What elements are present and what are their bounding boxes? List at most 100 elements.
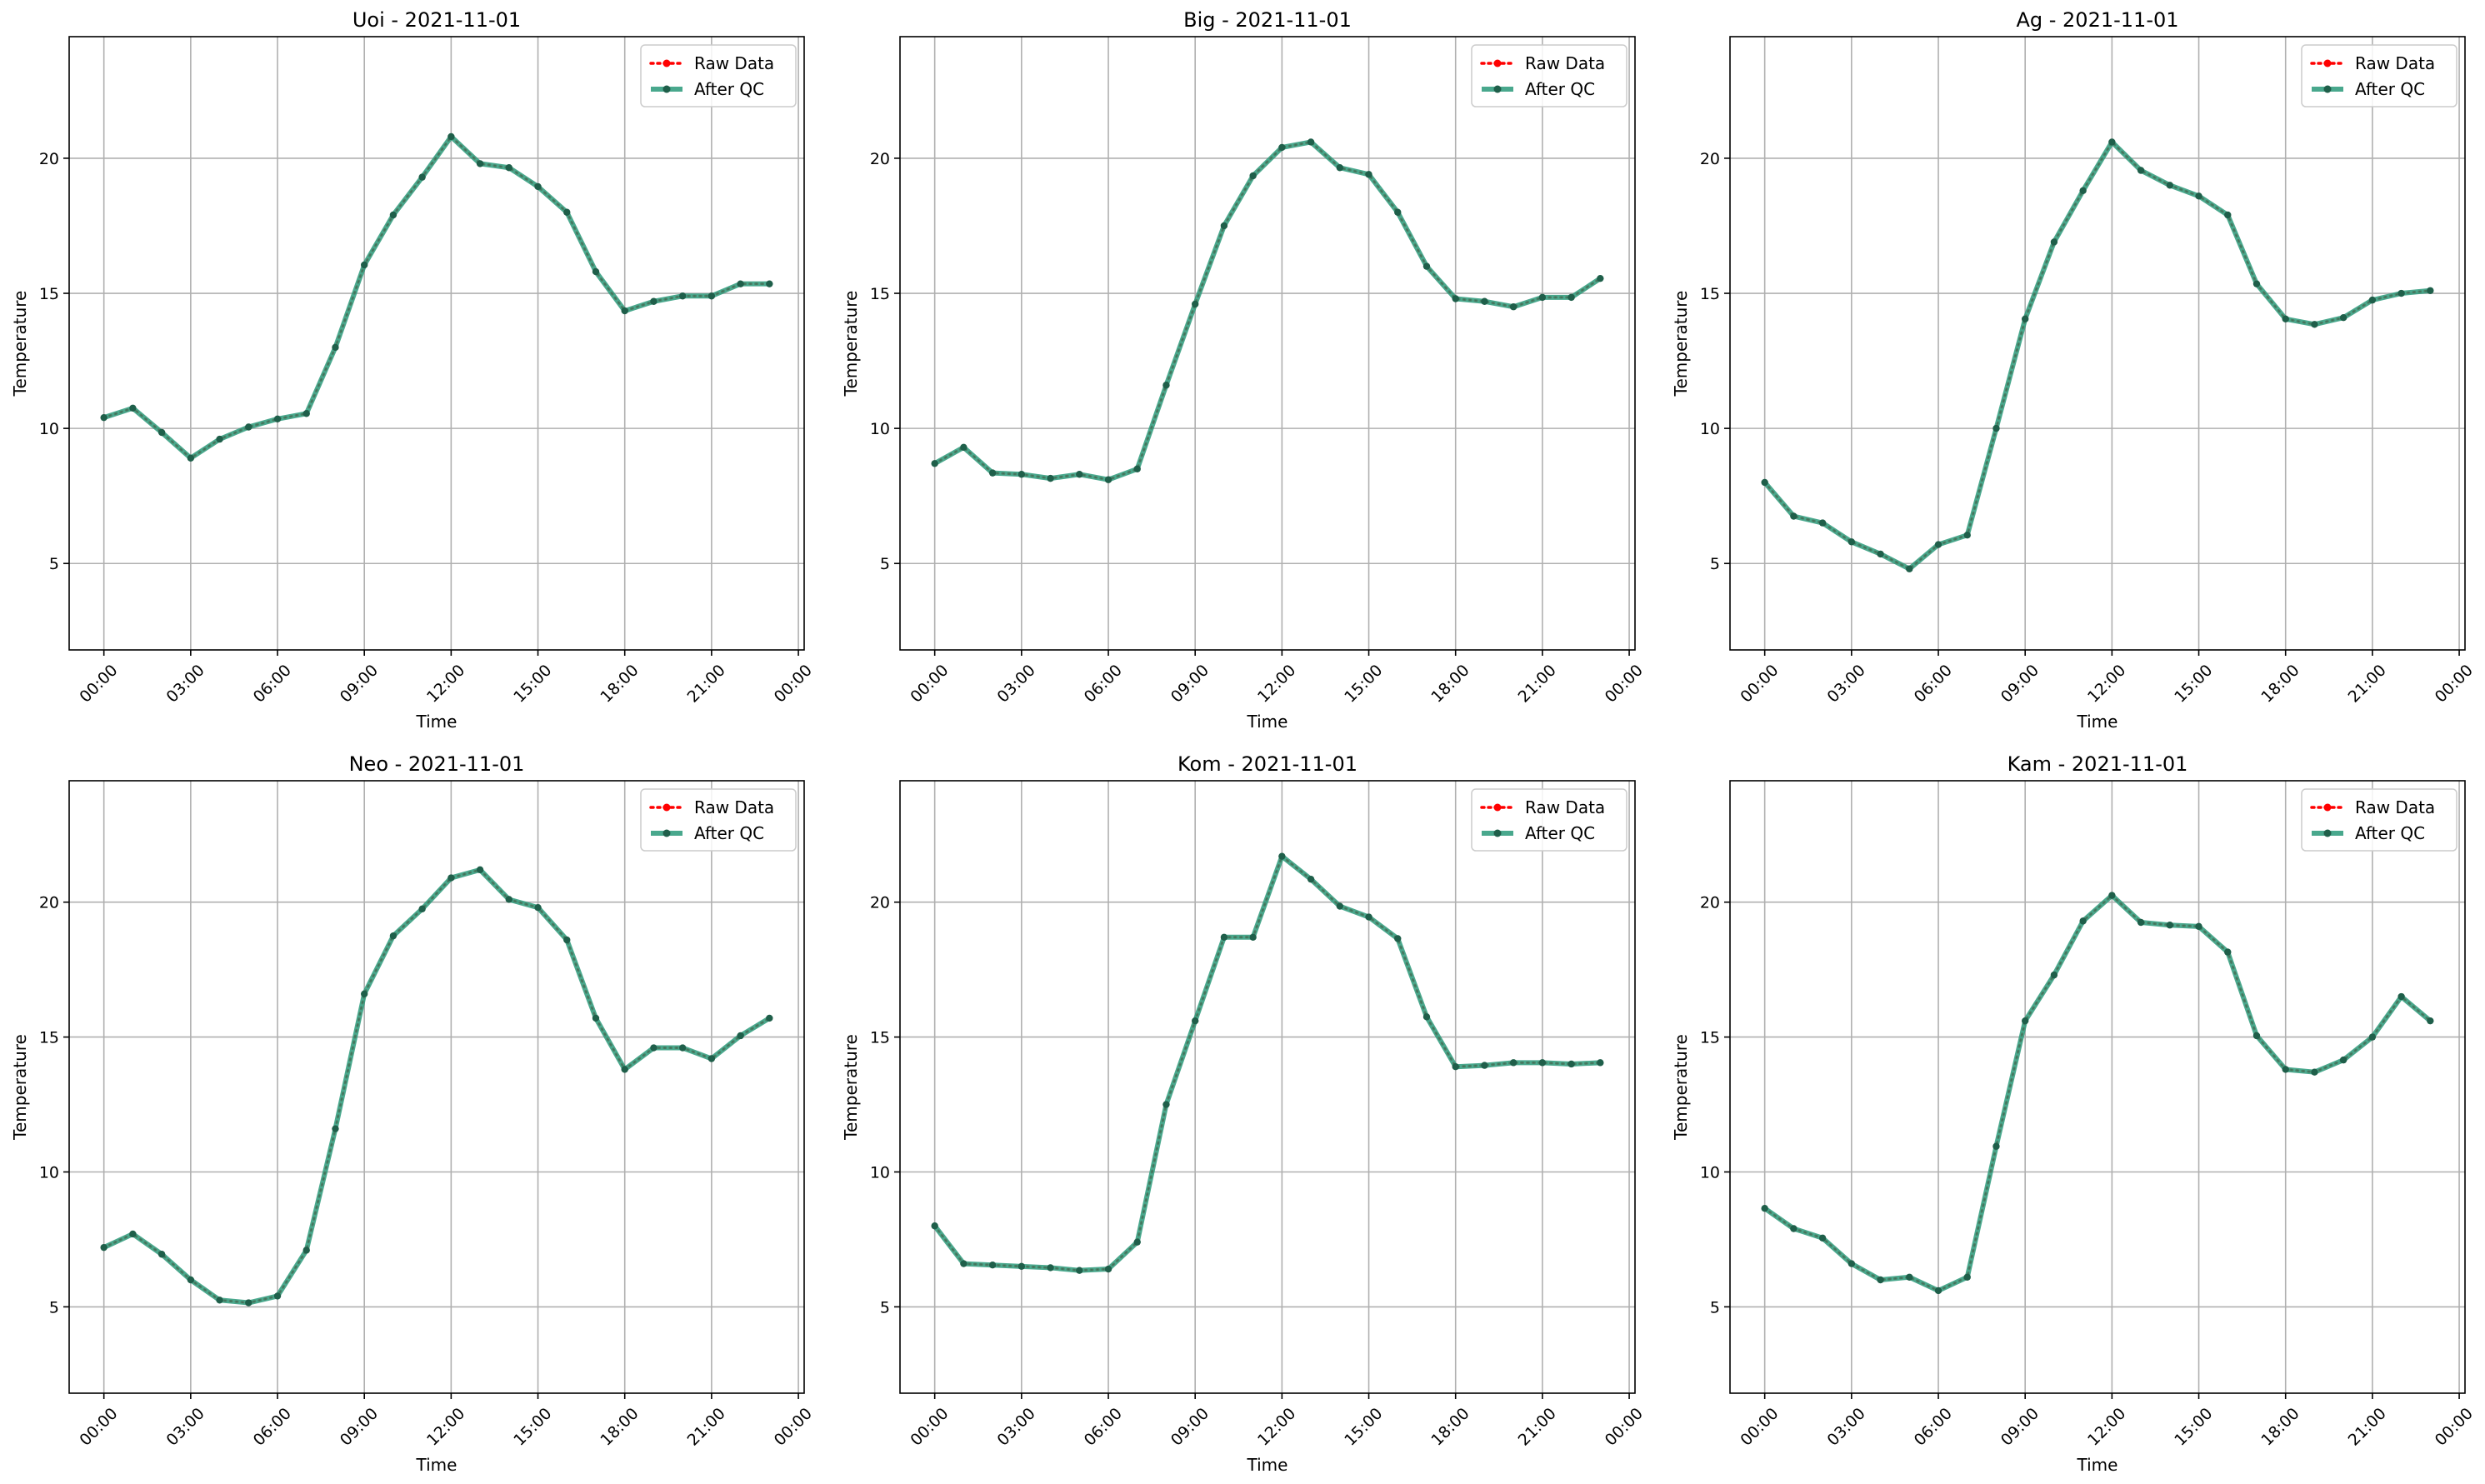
data-point <box>2252 1032 2261 1040</box>
data-point <box>1191 1017 1199 1025</box>
series-line-after-qc <box>932 853 1601 1273</box>
data-point <box>1848 538 1856 546</box>
y-axis-label: Temperature <box>10 291 30 397</box>
data-point <box>2166 922 2174 929</box>
x-tick-label: 15:00 <box>510 661 555 706</box>
data-point <box>1394 935 1402 942</box>
legend-marker-after-qc <box>1493 829 1502 837</box>
data-point <box>2398 992 2405 1001</box>
data-point <box>2339 1056 2348 1064</box>
data-point <box>563 208 571 216</box>
data-point <box>2427 287 2434 294</box>
y-tick-label: 20 <box>39 150 59 168</box>
data-point <box>1934 1287 1942 1295</box>
x-tick-label: 00:00 <box>1602 1404 1647 1449</box>
x-tick-label: 18:00 <box>1428 661 1472 706</box>
data-point <box>1818 1234 1827 1242</box>
legend-marker-after-qc <box>1493 85 1502 93</box>
data-point <box>418 905 426 912</box>
y-axis-label: Temperature <box>10 1034 30 1141</box>
series-line-raw-data-overlay <box>103 868 770 1304</box>
series-line-after-qc <box>102 133 770 461</box>
x-tick-label: 06:00 <box>1911 661 1956 706</box>
data-point <box>1818 519 1827 527</box>
x-axis-label: Time <box>416 712 458 732</box>
data-point <box>1452 1063 1459 1071</box>
subplot-4: 00:00 03:00 06:00 09:00 12:00 15:00 18:00 21:00… <box>10 752 816 1475</box>
legend-label-raw-data: Raw Data <box>1525 53 1605 73</box>
subplot-title: Kam - 2021-11-01 <box>2008 752 2188 776</box>
data-point <box>534 182 542 191</box>
x-tick-label: 00:00 <box>2432 1404 2477 1449</box>
x-tick-label: 03:00 <box>994 1404 1039 1449</box>
subplot-title: Big - 2021-11-01 <box>1183 8 1352 32</box>
data-point <box>2427 1017 2434 1025</box>
y-tick-label: 20 <box>1700 894 1720 912</box>
data-point <box>1422 1013 1431 1021</box>
x-axis-label: Time <box>1247 712 1288 732</box>
data-point <box>1394 208 1402 216</box>
legend-label-raw-data: Raw Data <box>2355 53 2435 73</box>
data-point <box>245 423 252 431</box>
data-point <box>273 415 282 422</box>
x-tick-label: 09:00 <box>337 661 382 706</box>
data-point <box>1597 1059 1604 1067</box>
data-point <box>1452 295 1459 302</box>
data-point <box>332 343 339 352</box>
data-point <box>332 1125 339 1132</box>
x-tick-label: 15:00 <box>510 1404 555 1449</box>
data-point <box>360 990 368 997</box>
x-tick-label: 00:00 <box>907 661 952 706</box>
x-tick-label: 12:00 <box>1254 661 1299 706</box>
x-tick-label: 00:00 <box>76 1404 121 1449</box>
data-point <box>245 1299 252 1307</box>
data-point <box>158 1251 166 1258</box>
data-point <box>389 932 398 940</box>
data-point <box>2050 971 2058 979</box>
data-point <box>1568 1060 1575 1068</box>
data-point <box>2108 138 2116 146</box>
data-point <box>418 173 426 181</box>
legend-label-raw-data: Raw Data <box>2355 797 2435 817</box>
legend-label-raw-data: Raw Data <box>694 797 774 817</box>
x-tick-label: 03:00 <box>1824 1404 1869 1449</box>
data-point <box>1481 1062 1488 1069</box>
y-tick-label: 15 <box>1700 285 1720 303</box>
data-point <box>931 1222 938 1230</box>
data-point <box>988 469 997 477</box>
data-point <box>1191 300 1199 308</box>
data-point <box>476 866 484 874</box>
y-tick-label: 5 <box>1710 1298 1720 1317</box>
x-tick-label: 15:00 <box>2171 1404 2216 1449</box>
x-tick-label: 03:00 <box>163 661 208 706</box>
y-tick-label: 10 <box>1700 1163 1720 1182</box>
data-point <box>2398 289 2405 297</box>
axes-frame <box>68 780 805 1394</box>
data-point <box>1133 1238 1141 1246</box>
subplot-2: 00:00 03:00 06:00 09:00 12:00 15:00 18:00 21:00… <box>841 8 1647 732</box>
x-axis-label: Time <box>2077 712 2118 732</box>
data-point <box>766 1014 773 1022</box>
data-point <box>1047 1264 1054 1272</box>
legend-label-after-qc: After QC <box>1525 79 1595 99</box>
x-tick-label: 09:00 <box>337 1404 382 1449</box>
axes-frame <box>1729 36 2466 651</box>
x-tick-label: 21:00 <box>2345 1404 2390 1449</box>
data-point <box>1877 1276 1884 1284</box>
subplot-title: Ag - 2021-11-01 <box>2016 8 2178 32</box>
data-point <box>2252 280 2261 287</box>
y-tick-label: 20 <box>870 894 890 912</box>
y-axis-label: Temperature <box>841 291 861 397</box>
data-point <box>737 1032 744 1040</box>
data-point <box>1307 138 1315 146</box>
data-point <box>1963 532 1971 539</box>
legend-marker-raw-data <box>2323 803 2332 812</box>
legend-label-after-qc: After QC <box>694 79 764 99</box>
data-point <box>1568 293 1575 302</box>
y-tick-label: 10 <box>870 1163 890 1182</box>
axes-frame <box>899 36 1636 651</box>
series-line-raw-data-overlay <box>1764 894 2431 1292</box>
data-point <box>621 307 628 315</box>
series-line-raw-data <box>933 140 1602 482</box>
